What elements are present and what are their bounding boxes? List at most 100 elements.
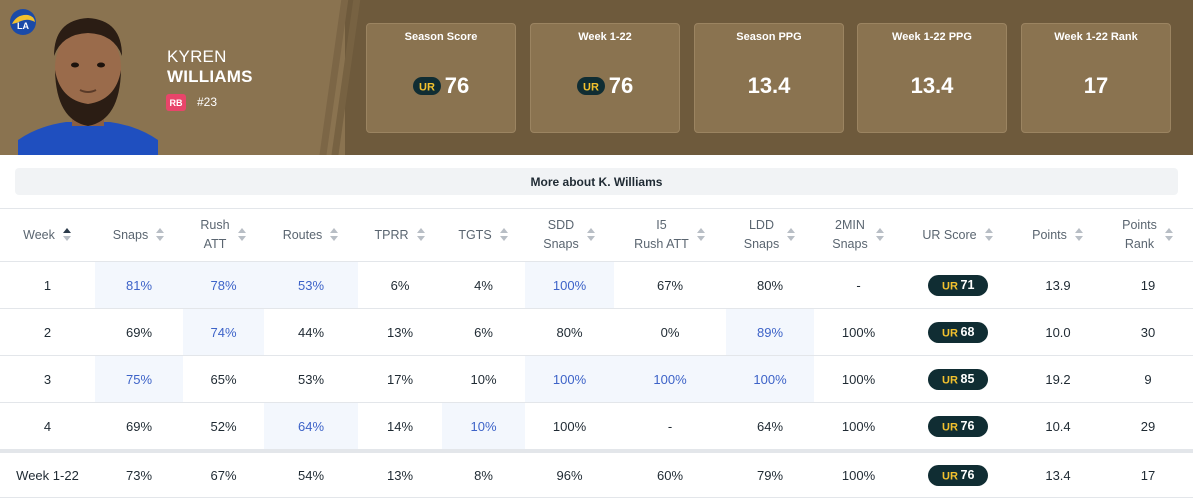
ur-score-pill: UR 85 bbox=[928, 368, 988, 390]
sort-icon[interactable] bbox=[156, 228, 165, 242]
cell-points-rank: 30 bbox=[1140, 324, 1156, 340]
ur-logo-icon: UR bbox=[942, 328, 958, 339]
cell-ur-score: UR 76 bbox=[903, 453, 1013, 497]
ur-logo-icon: UR bbox=[576, 77, 605, 95]
column-header-ldd-snaps[interactable]: LDD Snaps bbox=[726, 209, 814, 261]
sort-icon[interactable] bbox=[330, 228, 339, 242]
column-header-2min-snaps[interactable]: 2MIN Snaps bbox=[814, 209, 903, 261]
cell-tgts: 4% bbox=[474, 277, 493, 293]
cell-rush-att: 52% bbox=[210, 418, 237, 434]
cell-points-rank: 9 bbox=[1144, 371, 1152, 387]
player-last-name: WILLIAMS bbox=[167, 67, 253, 86]
ur-score-pill: UR 68 bbox=[928, 321, 988, 343]
sort-icon[interactable] bbox=[984, 228, 994, 242]
table-row: 3 75% 65% 53% 17% 10% 100% 100% 100% 100% UR 85 19.2… bbox=[0, 356, 1193, 403]
stat-card-value: UR 76 bbox=[531, 73, 679, 99]
more-about-button[interactable]: More about K. Williams bbox=[15, 168, 1178, 195]
cell-i5-rush-att: 67% bbox=[656, 277, 684, 293]
column-header-label: LDD Snaps bbox=[743, 218, 780, 251]
column-header-label: UR Score bbox=[922, 227, 977, 242]
table-header-row: Week Snaps Rush ATT Routes TPRR TGTS SDD Snaps I5… bbox=[0, 209, 1193, 262]
column-header-rush-att[interactable]: Rush ATT bbox=[183, 209, 264, 261]
cell-ldd-snaps: 64% bbox=[756, 418, 784, 434]
column-header-sdd-snaps[interactable]: SDD Snaps bbox=[525, 209, 614, 261]
cell-points: 13.9 bbox=[1045, 277, 1071, 293]
sort-icon[interactable] bbox=[1074, 228, 1084, 242]
team-logo-icon: LA bbox=[10, 9, 36, 35]
sort-icon[interactable] bbox=[499, 228, 509, 242]
cell-routes: 54% bbox=[297, 467, 325, 483]
sort-icon[interactable] bbox=[62, 228, 72, 242]
cell-snaps: 81% bbox=[95, 262, 183, 308]
table-row: 4 69% 52% 64% 14% 10% 100% - 64% 100% UR 76 10.4 29 bbox=[0, 403, 1193, 450]
cell-tprr: 13% bbox=[386, 467, 414, 483]
svg-text:UR: UR bbox=[942, 328, 958, 339]
stat-card-value: 17 bbox=[1083, 73, 1109, 98]
cell-routes: 64% bbox=[264, 403, 358, 449]
cell-2min-snaps: 100% bbox=[841, 418, 876, 434]
cell-snaps: 69% bbox=[125, 324, 153, 340]
cell-routes: 44% bbox=[297, 324, 325, 340]
sort-icon[interactable] bbox=[586, 228, 596, 242]
stat-card-label: Week 1-22 Rank bbox=[1054, 31, 1138, 43]
table-row: 1 81% 78% 53% 6% 4% 100% 67% 80% - UR 71 13.9 19 bbox=[0, 262, 1193, 309]
column-header-week[interactable]: Week bbox=[0, 209, 95, 261]
column-header-snaps[interactable]: Snaps bbox=[95, 209, 183, 261]
stat-card-label: Week 1-22 bbox=[578, 31, 632, 43]
column-header-tgts[interactable]: TGTS bbox=[442, 209, 525, 261]
player-headshot bbox=[18, 8, 158, 155]
sort-icon[interactable] bbox=[1164, 228, 1174, 242]
table-total-row: Week 1-22 73% 67% 54% 13% 8% 96% 60% 79% 100% UR 76… bbox=[0, 450, 1193, 498]
cell-sdd-snaps: 96% bbox=[556, 467, 583, 483]
sort-icon[interactable] bbox=[787, 228, 796, 242]
column-header-label: SDD Snaps bbox=[543, 218, 579, 251]
stat-card-season-ppg: Season PPG 13.4 bbox=[694, 23, 844, 133]
cell-i5-rush-att: 100% bbox=[614, 356, 726, 402]
cell-2min-snaps: 100% bbox=[841, 324, 876, 340]
svg-text:UR: UR bbox=[419, 82, 435, 94]
column-header-points[interactable]: Points bbox=[1013, 209, 1103, 261]
cell-points-rank: 29 bbox=[1140, 418, 1156, 434]
cell-points: 13.4 bbox=[1045, 467, 1071, 483]
cell-tgts: 10% bbox=[442, 403, 525, 449]
svg-text:UR: UR bbox=[942, 375, 958, 386]
cell-rush-att: 67% bbox=[210, 467, 237, 483]
column-header-i5-rush-att[interactable]: I5 Rush ATT bbox=[614, 209, 726, 261]
cell-week: Week 1-22 bbox=[16, 467, 79, 483]
cell-tprr: 6% bbox=[390, 277, 410, 293]
cell-ur-score: UR 76 bbox=[903, 403, 1013, 449]
ur-score-pill: UR 76 bbox=[928, 415, 988, 437]
column-header-label: Points Rank bbox=[1122, 218, 1157, 251]
cell-points-rank: 17 bbox=[1140, 467, 1156, 483]
svg-text:UR: UR bbox=[942, 281, 958, 292]
cell-i5-rush-att: - bbox=[667, 418, 673, 434]
column-header-points-rank[interactable]: Points Rank bbox=[1103, 209, 1193, 261]
cell-tprr: 14% bbox=[386, 418, 414, 434]
player-header: LA KYREN WILLIAMS RB #23 Season Score UR… bbox=[0, 0, 1193, 155]
ur-logo-icon: UR bbox=[942, 375, 958, 386]
cell-ur-score: UR 85 bbox=[903, 356, 1013, 402]
jersey-number: #23 bbox=[197, 95, 218, 109]
column-header-label: TGTS bbox=[458, 227, 492, 242]
cell-2min-snaps: 100% bbox=[841, 467, 876, 483]
cell-routes: 53% bbox=[264, 262, 358, 308]
sort-icon[interactable] bbox=[875, 228, 885, 242]
position-badge: RB bbox=[166, 94, 186, 111]
svg-text:LA: LA bbox=[17, 21, 29, 31]
cell-points: 10.4 bbox=[1045, 418, 1071, 434]
sort-icon[interactable] bbox=[237, 228, 247, 242]
ur-logo-icon: UR bbox=[942, 422, 958, 433]
stat-card-value: 13.4 bbox=[910, 73, 954, 98]
stat-card-value: UR 76 bbox=[367, 73, 515, 99]
cell-ldd-snaps: 89% bbox=[726, 309, 814, 355]
sort-icon[interactable] bbox=[696, 228, 706, 242]
cell-rush-att: 65% bbox=[210, 371, 237, 387]
sort-icon[interactable] bbox=[416, 228, 426, 242]
cell-sdd-snaps: 100% bbox=[552, 418, 587, 434]
column-header-routes[interactable]: Routes bbox=[264, 209, 358, 261]
column-header-tprr[interactable]: TPRR bbox=[358, 209, 442, 261]
cell-week: 4 bbox=[43, 418, 52, 434]
cell-rush-att: 74% bbox=[183, 309, 264, 355]
column-header-ur-score[interactable]: UR Score bbox=[903, 209, 1013, 261]
cell-ldd-snaps: 100% bbox=[726, 356, 814, 402]
